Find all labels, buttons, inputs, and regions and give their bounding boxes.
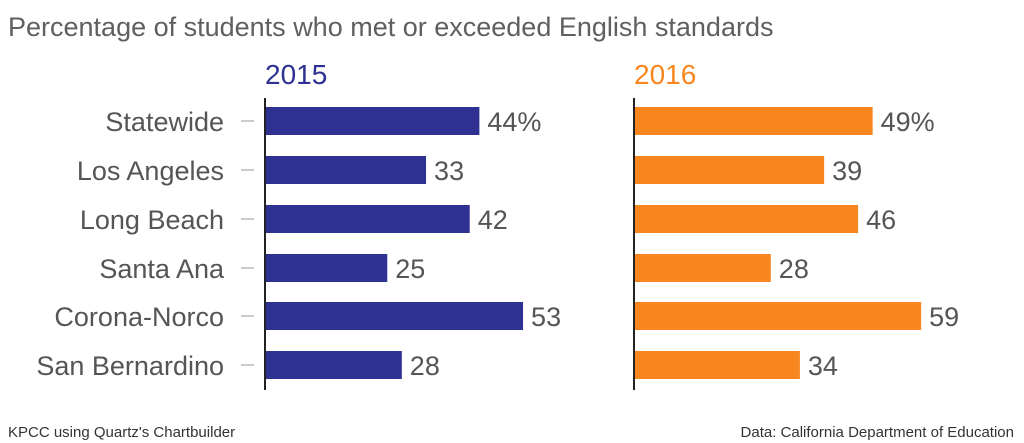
bar xyxy=(635,302,922,330)
category-label: Los Angeles xyxy=(77,156,224,186)
category-label: Long Beach xyxy=(80,205,224,235)
data-label: 28 xyxy=(410,351,440,381)
data-label: 25 xyxy=(395,254,425,284)
data-label: 28 xyxy=(779,254,809,284)
bar xyxy=(635,107,873,135)
bar xyxy=(266,302,524,330)
series-label: 2015 xyxy=(265,59,327,90)
data-label: 39 xyxy=(832,156,862,186)
bar xyxy=(635,351,800,379)
bar xyxy=(266,205,470,233)
series-label: 2016 xyxy=(634,59,696,90)
bar xyxy=(635,254,771,282)
bar xyxy=(266,107,480,135)
data-label: 46 xyxy=(866,205,896,235)
category-label: Statewide xyxy=(105,107,224,137)
data-label: 33 xyxy=(434,156,464,186)
chart-title: Percentage of students who met or exceed… xyxy=(8,12,773,42)
data-label: 49% xyxy=(881,107,935,137)
chart-panels: Statewide Los Angeles Long Beach Santa Ana C… xyxy=(36,59,959,390)
category-label: Corona-Norco xyxy=(54,302,224,332)
bar xyxy=(266,156,427,184)
footer-credit: KPCC using Quartz's Chartbuilder xyxy=(8,424,235,441)
data-label: 59 xyxy=(929,302,959,332)
category-label: Santa Ana xyxy=(99,254,225,284)
bar xyxy=(266,351,402,379)
bar xyxy=(266,254,388,282)
category-label: San Bernardino xyxy=(36,351,224,381)
data-label: 53 xyxy=(531,302,561,332)
data-label: 42 xyxy=(478,205,508,235)
bar xyxy=(635,156,825,184)
data-label: 44% xyxy=(487,107,541,137)
footer-source: Data: California Department of Education xyxy=(741,424,1014,441)
bar xyxy=(635,205,859,233)
data-label: 34 xyxy=(808,351,838,381)
